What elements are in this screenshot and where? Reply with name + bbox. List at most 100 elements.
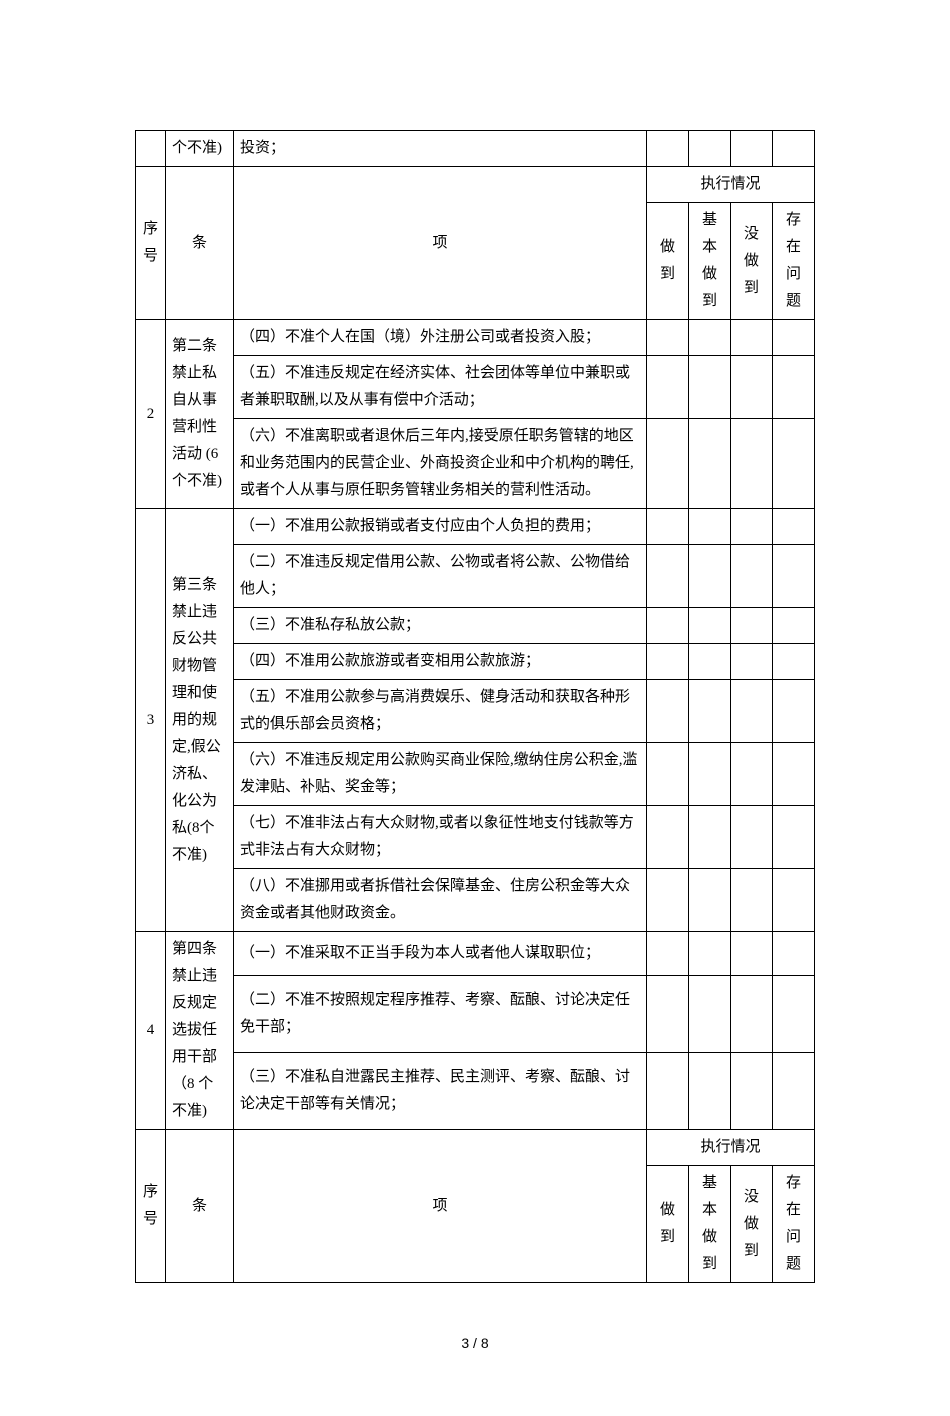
table-row: （四）不准用公款旅游或者变相用公款旅游； [136, 644, 815, 680]
cell-item: （一）不准采取不正当手段为本人或者他人谋取职位； [234, 932, 647, 976]
cell-status [773, 680, 815, 743]
cell-status [731, 806, 773, 869]
cell-status [731, 320, 773, 356]
cell-status [689, 419, 731, 509]
cell-item: （二）不准不按照规定程序推荐、考察、酝酿、讨论决定任免干部； [234, 976, 647, 1053]
header-item: 项 [234, 1130, 647, 1283]
page-number: 3 / 8 [135, 1331, 815, 1356]
regulation-table: 个不准) 投资； 序号 条 项 执行情况 做到 基本做到 没做到 存在问题 2 … [135, 130, 815, 1283]
cell-item: （六）不准离职或者退休后三年内,接受原任职务管辖的地区和业务范围内的民营企业、外… [234, 419, 647, 509]
table-row: 2 第二条禁止私自从事营利性活动 (6个不准) （四）不准个人在国（境）外注册公… [136, 320, 815, 356]
table-row: （五）不准违反规定在经济实体、社会团体等单位中兼职或者兼职取酬,以及从事有偿中介… [136, 356, 815, 419]
cell-status [689, 131, 731, 167]
cell-status [647, 976, 689, 1053]
cell-status [647, 509, 689, 545]
table-row: （五）不准用公款参与高消费娱乐、健身活动和获取各种形式的俱乐部会员资格； [136, 680, 815, 743]
table-row: （二）不准违反规定借用公款、公物或者将公款、公物借给他人； [136, 545, 815, 608]
cell-status [773, 509, 815, 545]
cell-status [647, 743, 689, 806]
table-row: 3 第三条禁止违反公共财物管理和使用的规定,假公济私、化公为私(8个不准) （一… [136, 509, 815, 545]
table-row: （二）不准不按照规定程序推荐、考察、酝酿、讨论决定任免干部； [136, 976, 815, 1053]
cell-status [689, 545, 731, 608]
cell-status [731, 419, 773, 509]
header-not-done: 没做到 [731, 203, 773, 320]
cell-article: 第四条禁止违反规定选拔任用干部（8 个不准) [166, 932, 234, 1130]
cell-status [773, 608, 815, 644]
cell-status [647, 608, 689, 644]
header-article: 条 [166, 167, 234, 320]
cell-status [773, 743, 815, 806]
header-done: 做到 [647, 203, 689, 320]
cell-num [136, 131, 166, 167]
cell-item: （一）不准用公款报销或者支付应由个人负担的费用； [234, 509, 647, 545]
cell-article: 第三条禁止违反公共财物管理和使用的规定,假公济私、化公为私(8个不准) [166, 509, 234, 932]
cell-status [731, 545, 773, 608]
cell-status [689, 869, 731, 932]
table-row: 个不准) 投资； [136, 131, 815, 167]
cell-status [773, 356, 815, 419]
cell-status [647, 131, 689, 167]
header-issues: 存在问题 [773, 203, 815, 320]
cell-item: 投资； [234, 131, 647, 167]
cell-item: （五）不准用公款参与高消费娱乐、健身活动和获取各种形式的俱乐部会员资格； [234, 680, 647, 743]
cell-article: 个不准) [166, 131, 234, 167]
cell-num: 4 [136, 932, 166, 1130]
cell-item: （三）不准私自泄露民主推荐、民主测评、考察、酝酿、讨论决定干部等有关情况； [234, 1053, 647, 1130]
cell-num: 3 [136, 509, 166, 932]
cell-status [689, 806, 731, 869]
cell-status [647, 419, 689, 509]
cell-status [773, 320, 815, 356]
cell-status [647, 356, 689, 419]
cell-status [647, 320, 689, 356]
cell-item: （五）不准违反规定在经济实体、社会团体等单位中兼职或者兼职取酬,以及从事有偿中介… [234, 356, 647, 419]
header-mostly: 基本做到 [689, 1166, 731, 1283]
cell-item: （三）不准私存私放公款； [234, 608, 647, 644]
header-status-group: 执行情况 [647, 167, 815, 203]
table-row: 4 第四条禁止违反规定选拔任用干部（8 个不准) （一）不准采取不正当手段为本人… [136, 932, 815, 976]
cell-status [647, 545, 689, 608]
cell-status [689, 509, 731, 545]
cell-item: （六）不准违反规定用公款购买商业保险,缴纳住房公积金,滥发津贴、补贴、奖金等； [234, 743, 647, 806]
table-row: （三）不准私自泄露民主推荐、民主测评、考察、酝酿、讨论决定干部等有关情况； [136, 1053, 815, 1130]
cell-status [731, 509, 773, 545]
cell-status [647, 932, 689, 976]
cell-status [731, 356, 773, 419]
cell-status [773, 131, 815, 167]
cell-item: （八）不准挪用或者拆借社会保障基金、住房公积金等大众资金或者其他财政资金。 [234, 869, 647, 932]
header-item: 项 [234, 167, 647, 320]
cell-status [731, 131, 773, 167]
table-row: （八）不准挪用或者拆借社会保障基金、住房公积金等大众资金或者其他财政资金。 [136, 869, 815, 932]
cell-status [773, 545, 815, 608]
table-row: （三）不准私存私放公款； [136, 608, 815, 644]
header-mostly: 基本做到 [689, 203, 731, 320]
cell-status [689, 1053, 731, 1130]
header-article: 条 [166, 1130, 234, 1283]
cell-item: （四）不准用公款旅游或者变相用公款旅游； [234, 644, 647, 680]
table-header-row: 序号 条 项 执行情况 [136, 167, 815, 203]
cell-status [773, 1053, 815, 1130]
cell-status [689, 680, 731, 743]
header-seq: 序号 [136, 167, 166, 320]
cell-status [689, 976, 731, 1053]
cell-num: 2 [136, 320, 166, 509]
cell-status [773, 644, 815, 680]
cell-status [731, 680, 773, 743]
cell-article: 第二条禁止私自从事营利性活动 (6个不准) [166, 320, 234, 509]
cell-status [731, 932, 773, 976]
cell-status [731, 608, 773, 644]
cell-item: （二）不准违反规定借用公款、公物或者将公款、公物借给他人； [234, 545, 647, 608]
cell-status [647, 1053, 689, 1130]
cell-item: （七）不准非法占有大众财物,或者以象征性地支付钱款等方式非法占有大众财物； [234, 806, 647, 869]
table-header-row: 序号 条 项 执行情况 [136, 1130, 815, 1166]
cell-status [773, 419, 815, 509]
table-row: （六）不准违反规定用公款购买商业保险,缴纳住房公积金,滥发津贴、补贴、奖金等； [136, 743, 815, 806]
cell-status [731, 1053, 773, 1130]
cell-status [731, 976, 773, 1053]
cell-status [773, 869, 815, 932]
cell-status [647, 869, 689, 932]
table-row: （六）不准离职或者退休后三年内,接受原任职务管辖的地区和业务范围内的民营企业、外… [136, 419, 815, 509]
cell-status [647, 806, 689, 869]
table-row: （七）不准非法占有大众财物,或者以象征性地支付钱款等方式非法占有大众财物； [136, 806, 815, 869]
cell-status [689, 644, 731, 680]
header-done: 做到 [647, 1166, 689, 1283]
